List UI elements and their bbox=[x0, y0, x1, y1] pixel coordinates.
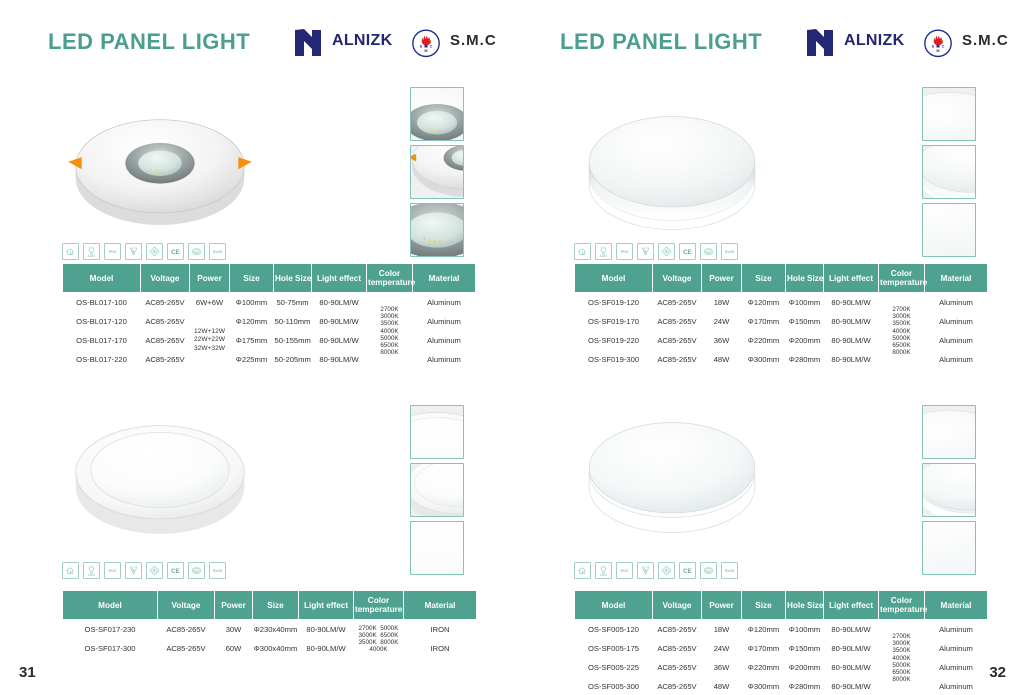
svg-text:RoHS: RoHS bbox=[213, 250, 223, 254]
svg-text:CC: CC bbox=[195, 570, 199, 573]
svg-text:S: S bbox=[420, 44, 423, 48]
svg-text:LED: LED bbox=[600, 254, 607, 258]
svg-text:C: C bbox=[430, 44, 433, 48]
svg-text:CC: CC bbox=[707, 570, 711, 573]
svg-text:CE: CE bbox=[171, 249, 181, 256]
svg-text:CE: CE bbox=[683, 568, 693, 575]
svg-text:CE: CE bbox=[683, 249, 693, 256]
svg-text:CE: CE bbox=[171, 568, 181, 575]
svg-text:S: S bbox=[932, 44, 935, 48]
svg-text:RoHS: RoHS bbox=[213, 569, 223, 573]
svg-text:IP20: IP20 bbox=[621, 250, 629, 254]
svg-text:LED: LED bbox=[88, 573, 95, 577]
svg-text:IP20: IP20 bbox=[109, 250, 117, 254]
svg-text:IP20: IP20 bbox=[621, 569, 629, 573]
svg-text:RoHS: RoHS bbox=[725, 569, 735, 573]
svg-text:M: M bbox=[424, 49, 427, 53]
svg-text:LED: LED bbox=[88, 254, 95, 258]
svg-text:RoHS: RoHS bbox=[725, 250, 735, 254]
svg-text:LED: LED bbox=[600, 573, 607, 577]
svg-text:CC: CC bbox=[707, 251, 711, 254]
svg-text:C: C bbox=[942, 44, 945, 48]
svg-text:M: M bbox=[936, 49, 939, 53]
svg-text:IP20: IP20 bbox=[109, 569, 117, 573]
svg-text:CC: CC bbox=[195, 251, 199, 254]
